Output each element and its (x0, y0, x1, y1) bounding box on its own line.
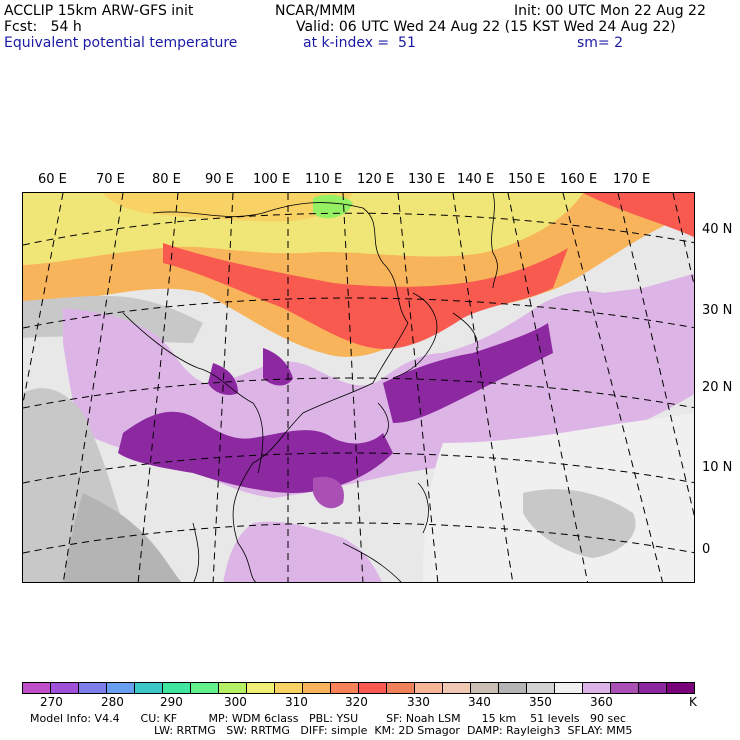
colorbar-swatch (191, 683, 219, 693)
colorbar-label: 360 (590, 695, 613, 709)
longitude-label: 70 E (96, 172, 125, 187)
colorbar-swatch (359, 683, 387, 693)
colorbar-swatch (303, 683, 331, 693)
colorbar (22, 682, 695, 694)
longitude-label: 80 E (152, 172, 181, 187)
model-info-line-1: Model Info: V4.4 CU: KF MP: WDM 6class P… (30, 712, 627, 725)
institution-label: NCAR/MMM (275, 3, 356, 19)
longitude-label: 170 E (613, 172, 651, 187)
colorbar-swatch (555, 683, 583, 693)
colorbar-swatch (667, 683, 694, 693)
colorbar-swatch (23, 683, 51, 693)
model-title: ACCLIP 15km ARW-GFS init (4, 3, 194, 19)
longitude-label: 120 E (357, 172, 395, 187)
init-time: Init: 00 UTC Mon 22 Aug 22 (514, 3, 706, 19)
colorbar-swatch (387, 683, 415, 693)
colorbar-label: 310 (285, 695, 308, 709)
colorbar-swatch (247, 683, 275, 693)
longitude-label: 140 E (457, 172, 495, 187)
level-index: at k-index = 51 (303, 35, 416, 51)
colorbar-swatch (415, 683, 443, 693)
colorbar-swatch (107, 683, 135, 693)
map-field (23, 193, 694, 582)
longitude-label: 160 E (560, 172, 598, 187)
forecast-hour: Fcst: 54 h (4, 19, 82, 35)
colorbar-swatch (219, 683, 247, 693)
colorbar-swatch (611, 683, 639, 693)
latitude-label: 0 (702, 542, 711, 557)
colorbar-swatch (79, 683, 107, 693)
longitude-label: 60 E (38, 172, 67, 187)
colorbar-swatch (583, 683, 611, 693)
colorbar-swatch (527, 683, 555, 693)
colorbar-swatch (163, 683, 191, 693)
colorbar-label: 320 (345, 695, 368, 709)
map-panel (22, 192, 695, 583)
colorbar-label: 300 (224, 695, 247, 709)
valid-time: Valid: 06 UTC Wed 24 Aug 22 (15 KST Wed … (296, 19, 676, 35)
colorbar-swatch (51, 683, 79, 693)
colorbar-label: 340 (468, 695, 491, 709)
colorbar-swatch (443, 683, 471, 693)
longitude-label: 130 E (408, 172, 446, 187)
latitude-label: 30 N (702, 303, 733, 318)
latitude-label: 10 N (702, 460, 733, 475)
longitude-label: 150 E (508, 172, 546, 187)
colorbar-label: 270 (40, 695, 63, 709)
colorbar-label: 350 (529, 695, 552, 709)
field-name: Equivalent potential temperature (4, 35, 238, 51)
latitude-label: 40 N (702, 222, 733, 237)
model-info-line-2: LW: RRTMG SW: RRTMG DIFF: simple KM: 2D … (154, 724, 633, 737)
colorbar-swatch (499, 683, 527, 693)
longitude-label: 100 E (253, 172, 291, 187)
colorbar-label: K (689, 695, 697, 709)
colorbar-label: 290 (160, 695, 183, 709)
longitude-label: 110 E (305, 172, 343, 187)
colorbar-label: 330 (407, 695, 430, 709)
longitude-label: 90 E (205, 172, 234, 187)
colorbar-swatch (639, 683, 667, 693)
colorbar-label: 280 (101, 695, 124, 709)
latitude-label: 20 N (702, 380, 733, 395)
colorbar-swatch (471, 683, 499, 693)
colorbar-swatch (331, 683, 359, 693)
colorbar-swatch (275, 683, 303, 693)
colorbar-swatch (135, 683, 163, 693)
smoothing-label: sm= 2 (577, 35, 624, 51)
